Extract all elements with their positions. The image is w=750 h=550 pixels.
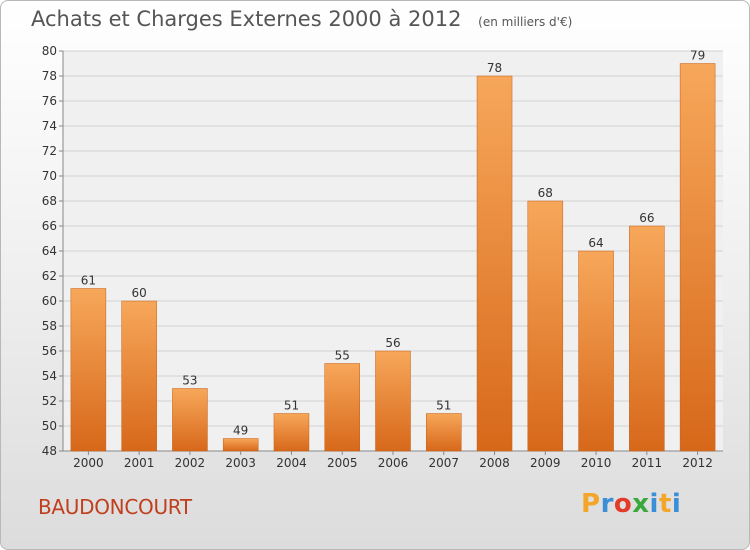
logo-letter: P	[581, 489, 601, 519]
y-tick-label: 66	[42, 219, 57, 233]
bar-value-label: 53	[182, 374, 197, 388]
bar	[172, 388, 208, 452]
bar-value-label: 78	[487, 61, 502, 75]
x-tick-label: 2005	[327, 456, 358, 470]
bar	[426, 413, 462, 452]
bar-value-label: 64	[588, 236, 603, 250]
bar-value-label: 66	[639, 211, 654, 225]
bar	[476, 75, 513, 452]
bar	[121, 300, 157, 452]
y-tick-label: 80	[42, 44, 57, 58]
bar	[629, 225, 665, 452]
bar	[222, 438, 259, 452]
x-tick-label: 2003	[225, 456, 256, 470]
x-tick-label: 2000	[73, 456, 104, 470]
logo-letter: r	[600, 489, 614, 519]
bar-value-label: 51	[284, 399, 299, 413]
y-tick-label: 70	[42, 169, 57, 183]
y-tick-label: 62	[42, 269, 57, 283]
bar-value-label: 61	[81, 274, 96, 288]
bar	[70, 288, 107, 452]
logo-letter: t	[658, 489, 672, 519]
bar-value-label: 51	[436, 399, 451, 413]
x-tick-label: 2009	[530, 456, 561, 470]
y-tick-label: 58	[42, 319, 57, 333]
bar-value-label: 60	[132, 286, 147, 300]
bar	[324, 363, 360, 452]
chart-unit: (en milliers d'€)	[478, 15, 573, 29]
y-tick-label: 54	[42, 369, 57, 383]
x-tick-label: 2008	[479, 456, 510, 470]
bar	[679, 63, 716, 452]
y-tick-label: 50	[42, 419, 57, 433]
logo-letter: i	[649, 489, 659, 519]
x-tick-label: 2002	[175, 456, 206, 470]
bar-value-label: 56	[385, 336, 400, 350]
commune-name: BAUDONCOURT	[38, 495, 192, 519]
logo-letter: o	[613, 489, 633, 519]
chart-title: Achats et Charges Externes 2000 à 2012 (…	[31, 7, 572, 31]
y-tick-label: 76	[42, 94, 57, 108]
logo-letter: i	[671, 489, 682, 519]
bar	[273, 413, 310, 452]
y-tick-label: 72	[42, 144, 57, 158]
x-tick-label: 2011	[632, 456, 663, 470]
y-tick-label: 48	[42, 444, 57, 458]
x-tick-label: 2001	[124, 456, 155, 470]
bar-value-label: 79	[690, 49, 705, 63]
y-tick-label: 74	[42, 119, 57, 133]
x-tick-label: 2006	[378, 456, 409, 470]
chart-title-text: Achats et Charges Externes 2000 à 2012	[31, 7, 462, 31]
x-tick-label: 2004	[276, 456, 307, 470]
proxiti-logo: Proxiti	[581, 489, 681, 519]
y-tick-label: 78	[42, 69, 57, 83]
logo-letter: x	[632, 489, 650, 519]
y-tick-label: 56	[42, 344, 57, 358]
bar-value-label: 49	[233, 424, 248, 438]
y-tick-label: 68	[42, 194, 57, 208]
x-tick-label: 2010	[581, 456, 612, 470]
x-tick-label: 2012	[682, 456, 713, 470]
bar	[375, 350, 411, 452]
bar	[578, 250, 614, 452]
y-tick-label: 64	[42, 244, 57, 258]
x-tick-label: 2007	[428, 456, 459, 470]
bar	[527, 200, 564, 452]
bar-value-label: 55	[335, 349, 350, 363]
y-tick-label: 60	[42, 294, 57, 308]
y-tick-label: 52	[42, 394, 57, 408]
bar-value-label: 68	[538, 186, 553, 200]
